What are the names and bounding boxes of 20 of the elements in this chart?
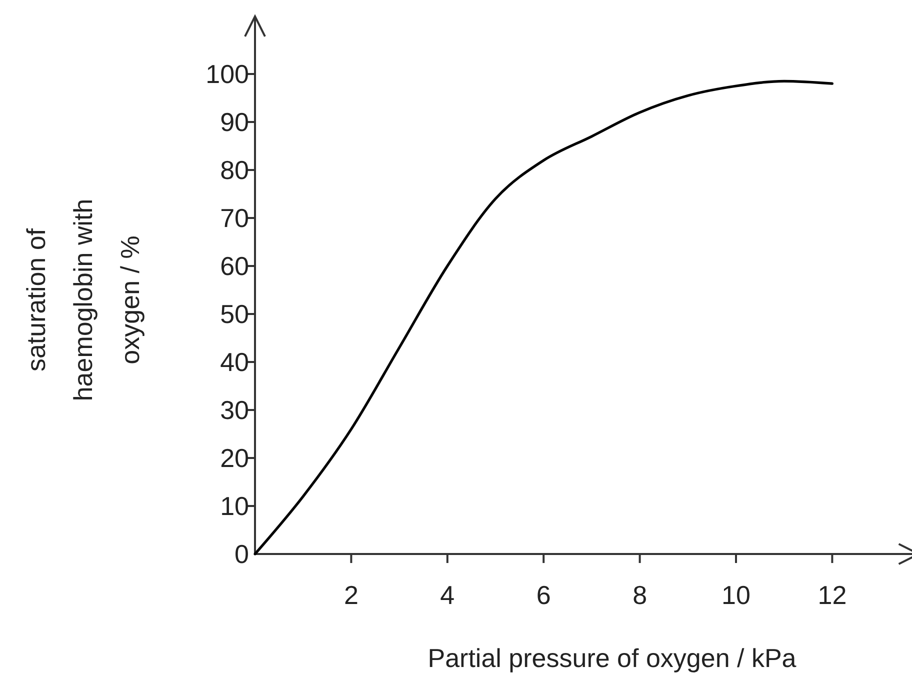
y-tick-label: 100 [206, 59, 249, 89]
x-tick-label: 10 [722, 580, 750, 610]
x-tick-label: 8 [632, 580, 648, 610]
x-tick-label: 4 [440, 580, 455, 610]
y-tick-label: 90 [220, 107, 249, 137]
x-tick-label: 6 [536, 580, 551, 610]
y-axis-title: saturation of haemoglobin with oxygen / % [21, 198, 145, 402]
y-tick-label: 0 [234, 539, 249, 569]
x-tick-label: 2 [344, 580, 358, 610]
y-tick-label: 80 [220, 155, 249, 185]
y-tick-label: 30 [220, 395, 249, 425]
x-axis-title: Partial pressure of oxygen / kPa [428, 643, 797, 673]
y-tick-label: 50 [220, 299, 249, 329]
y-tick-label: 60 [220, 251, 249, 281]
y-tick-label: 70 [220, 203, 249, 233]
y-tick-label: 10 [220, 491, 249, 521]
x-tick-label: 12 [818, 580, 847, 610]
y-tick-label: 40 [220, 347, 249, 377]
y-tick-label: 20 [220, 443, 249, 473]
line-series [254, 80, 834, 556]
